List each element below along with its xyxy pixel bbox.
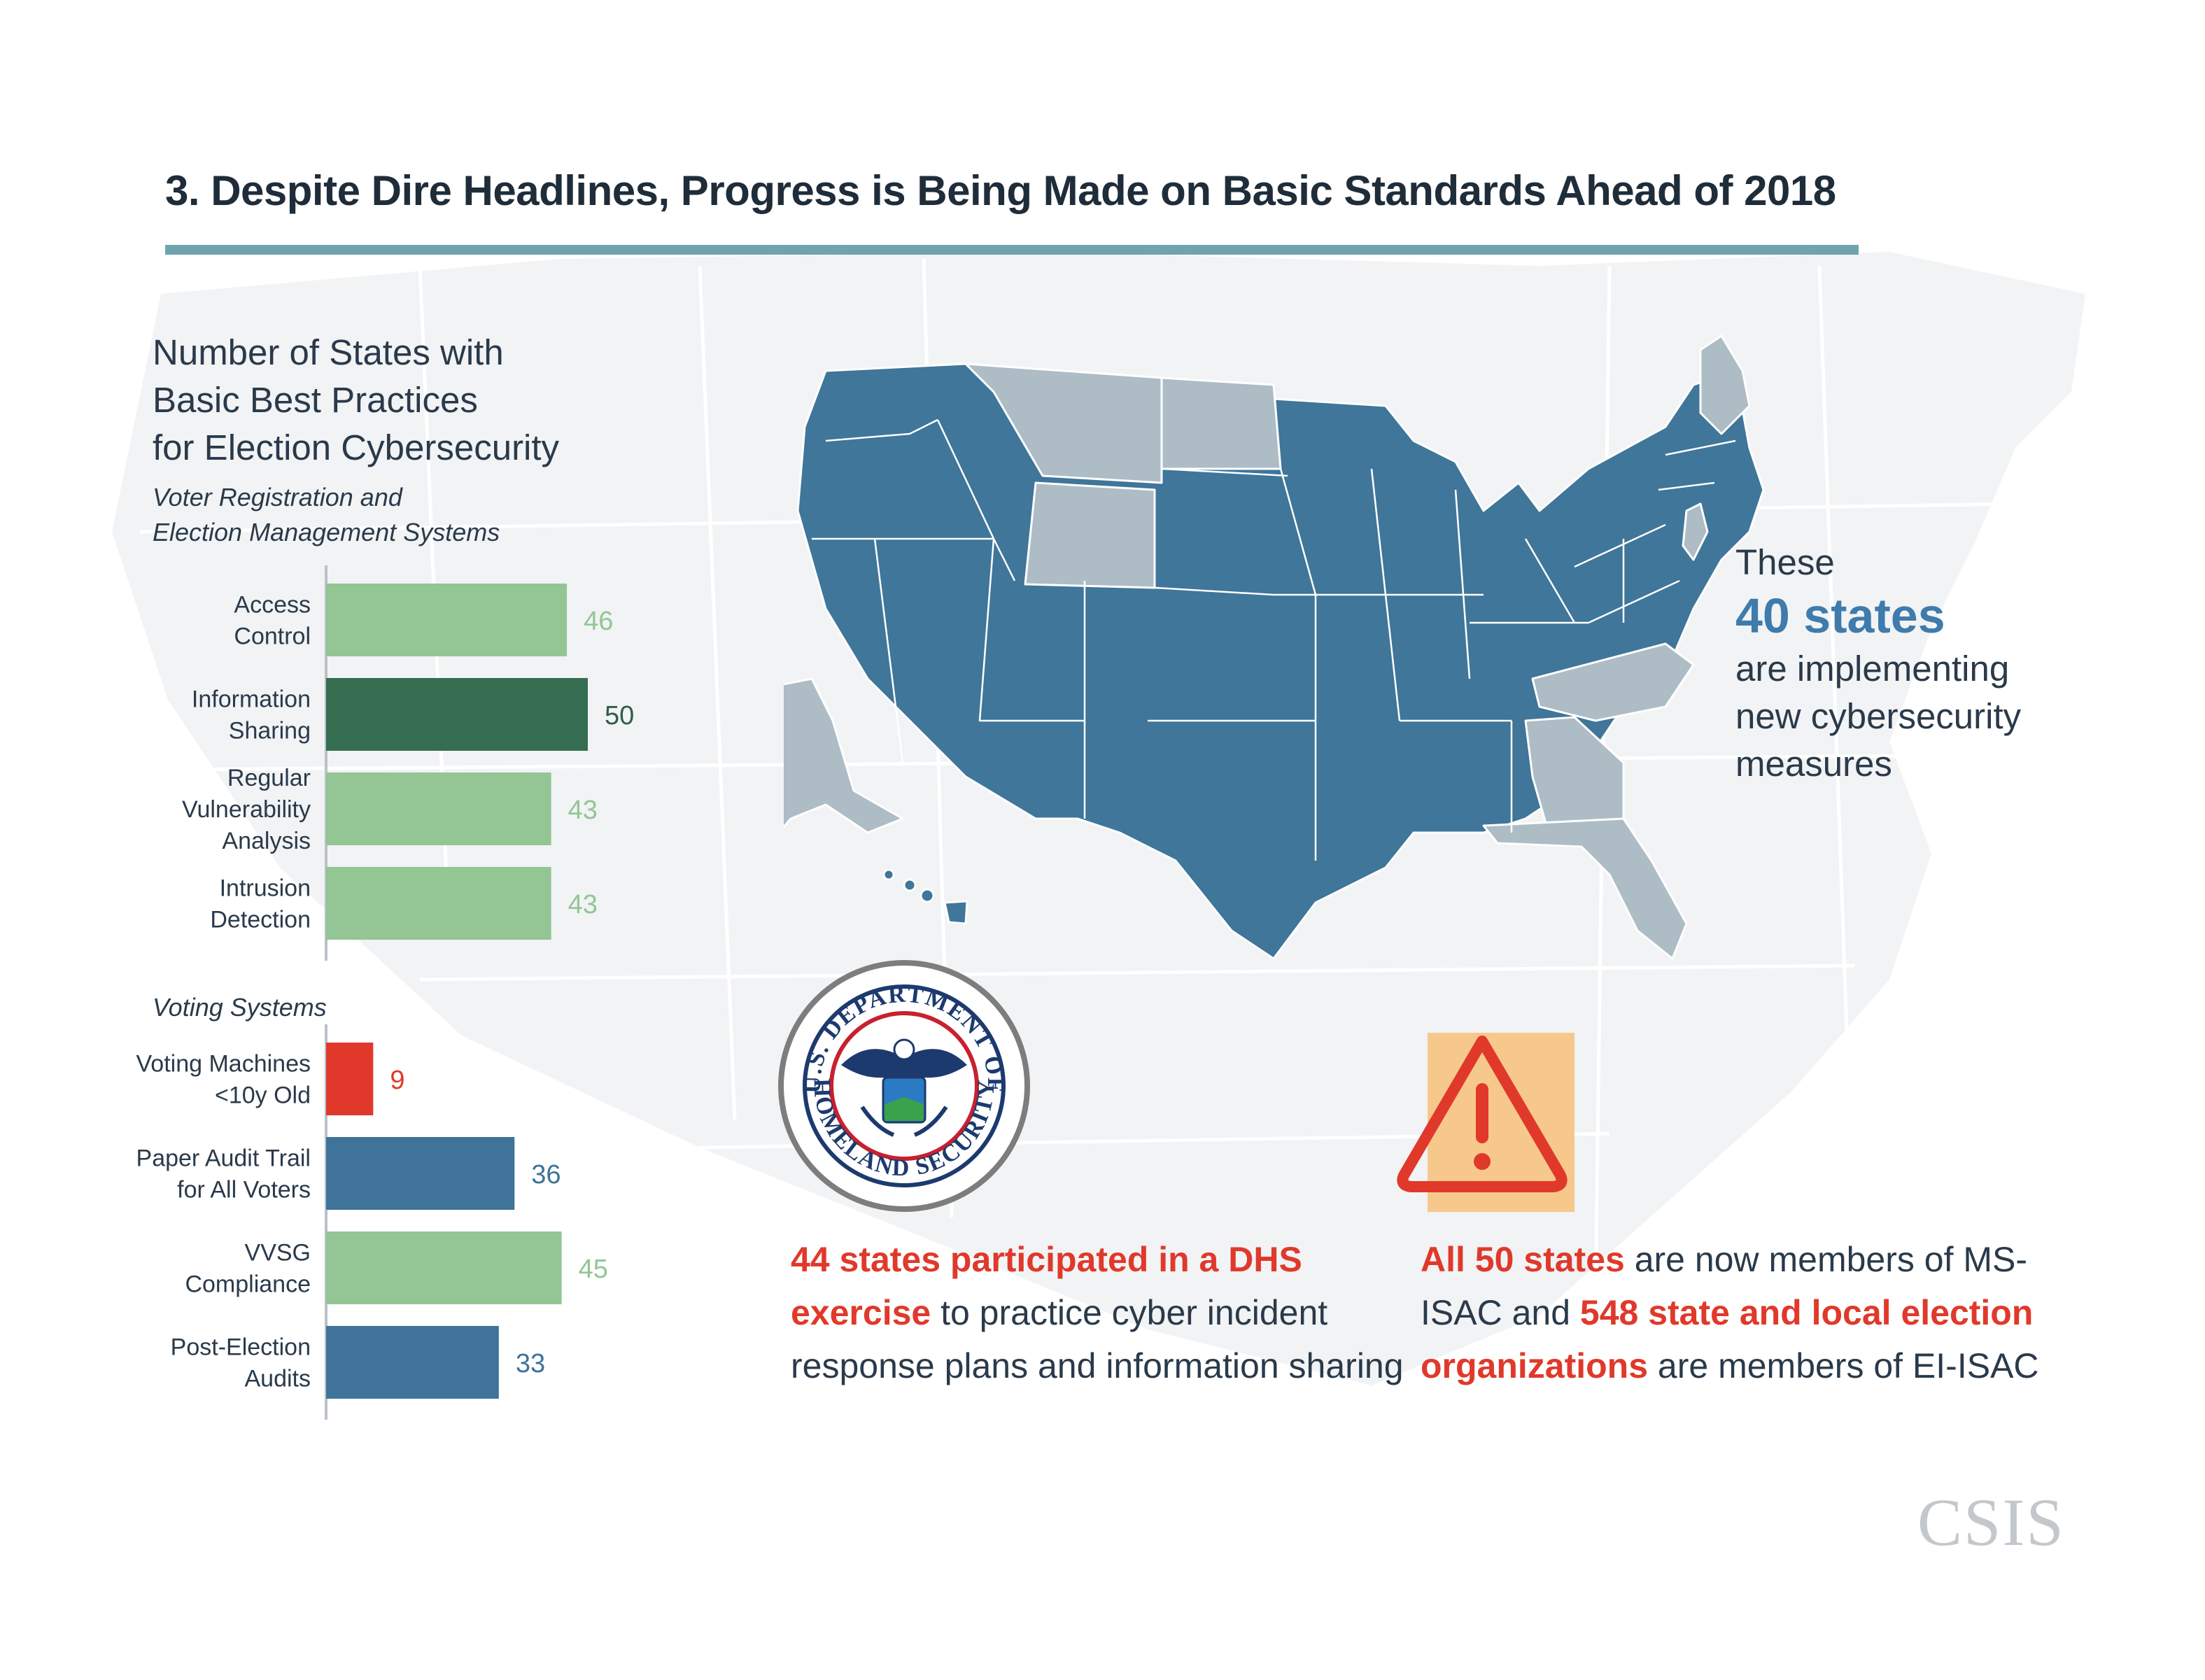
callout-line: new cybersecurity: [1735, 696, 2022, 736]
isac-text-2: are members of EI-ISAC: [1648, 1346, 2039, 1385]
map-state-nd: [1160, 376, 1282, 470]
map-state-nc: [1531, 642, 1695, 722]
isac-highlight-1: All 50 states: [1421, 1240, 1625, 1279]
bar-value-label: 36: [531, 1160, 561, 1190]
bar: [326, 1043, 374, 1115]
bar-value-label: 50: [605, 701, 634, 730]
bar-category-label: Compliance: [185, 1271, 311, 1298]
map-state-fl: [1482, 817, 1688, 960]
callout-line: measures: [1735, 744, 1892, 784]
chart-title-line: for Election Cybersecurity: [153, 428, 560, 467]
bar-category-label: Paper Audit Trail: [136, 1145, 311, 1172]
csis-logo: CSIS: [1917, 1485, 2065, 1560]
bar: [326, 1231, 562, 1304]
warning-triangle-icon: [1397, 1033, 1575, 1212]
map-state-wy: [1024, 481, 1156, 589]
bar-category-label: Access: [234, 592, 311, 619]
bar-value-label: 9: [390, 1066, 404, 1095]
chart-title-line: Number of States with: [153, 332, 504, 372]
bar-category-label: Intrusion: [220, 875, 311, 902]
bar-category-label: Analysis: [222, 828, 311, 854]
chart-title: Number of States with Basic Best Practic…: [153, 329, 656, 472]
bar-category-label: Vulnerability: [182, 796, 311, 823]
callout-line: are implementing: [1735, 649, 2010, 689]
bar-category-label: Detection: [210, 907, 311, 933]
isac-text-1: are now members of MS-ISAC and: [1421, 1240, 2027, 1332]
dhs-note-rest: to practice cyber incident response plan…: [791, 1293, 1404, 1385]
bar-value-label: 46: [584, 607, 613, 636]
map-state-hi: [882, 868, 968, 925]
dhs-note-highlight: 44 states participated in a DHS exercise: [791, 1240, 1302, 1332]
bar-category-label: VVSG: [245, 1240, 311, 1266]
callout-prefix: These: [1735, 542, 1835, 582]
group-label-voting-systems: Voting Systems: [153, 990, 327, 1025]
bar-category-label: Voting Machines: [136, 1051, 311, 1078]
bar-category-label: Post-Election: [171, 1334, 311, 1361]
bar: [326, 1137, 515, 1210]
bar: [326, 772, 551, 845]
bar-value-label: 43: [568, 890, 598, 919]
map-state-ak: [784, 677, 904, 834]
map-state-mt: [964, 362, 1163, 484]
isac-highlight-2: 548 state and local election organizatio…: [1421, 1293, 2034, 1385]
map-state-me: [1699, 334, 1751, 435]
group-label-line: Election Management Systems: [153, 518, 500, 546]
chart-title-line: Basic Best Practices: [153, 380, 478, 420]
title-rule: [165, 245, 1859, 255]
group-label-line: Voter Registration and: [153, 483, 402, 511]
bar-category-label: Information: [192, 686, 311, 713]
bar-category-label: Control: [234, 623, 311, 650]
isac-membership-note: All 50 states are now members of MS-ISAC…: [1421, 1233, 2050, 1392]
bar-category-label: Sharing: [229, 718, 311, 744]
us-map: [784, 334, 1765, 960]
bar: [326, 678, 588, 751]
map-state-nj: [1682, 502, 1709, 561]
bar: [326, 584, 568, 656]
states-callout: These 40 states are implementing new cyb…: [1735, 539, 2127, 788]
bar: [326, 1326, 499, 1399]
callout-big-number: 40 states: [1735, 588, 1945, 643]
page-title: 3. Despite Dire Headlines, Progress is B…: [165, 167, 1836, 214]
dhs-seal-icon: U.S. DEPARTMENT OF HOMELAND SECURITY: [778, 960, 1030, 1212]
group-label-line: Voting Systems: [153, 993, 327, 1022]
bar-category-label: <10y Old: [215, 1082, 311, 1109]
bar-value-label: 45: [579, 1255, 608, 1284]
bar-category-label: for All Voters: [177, 1177, 311, 1203]
bar-value-label: 33: [516, 1349, 545, 1378]
bar-category-label: Regular: [227, 765, 311, 791]
bar: [326, 867, 551, 940]
group-label-voter-registration: Voter Registration and Election Manageme…: [153, 480, 500, 550]
bar-value-label: 43: [568, 796, 598, 825]
bar-category-label: Audits: [245, 1366, 311, 1392]
dhs-exercise-note: 44 states participated in a DHS exercise…: [791, 1233, 1421, 1392]
